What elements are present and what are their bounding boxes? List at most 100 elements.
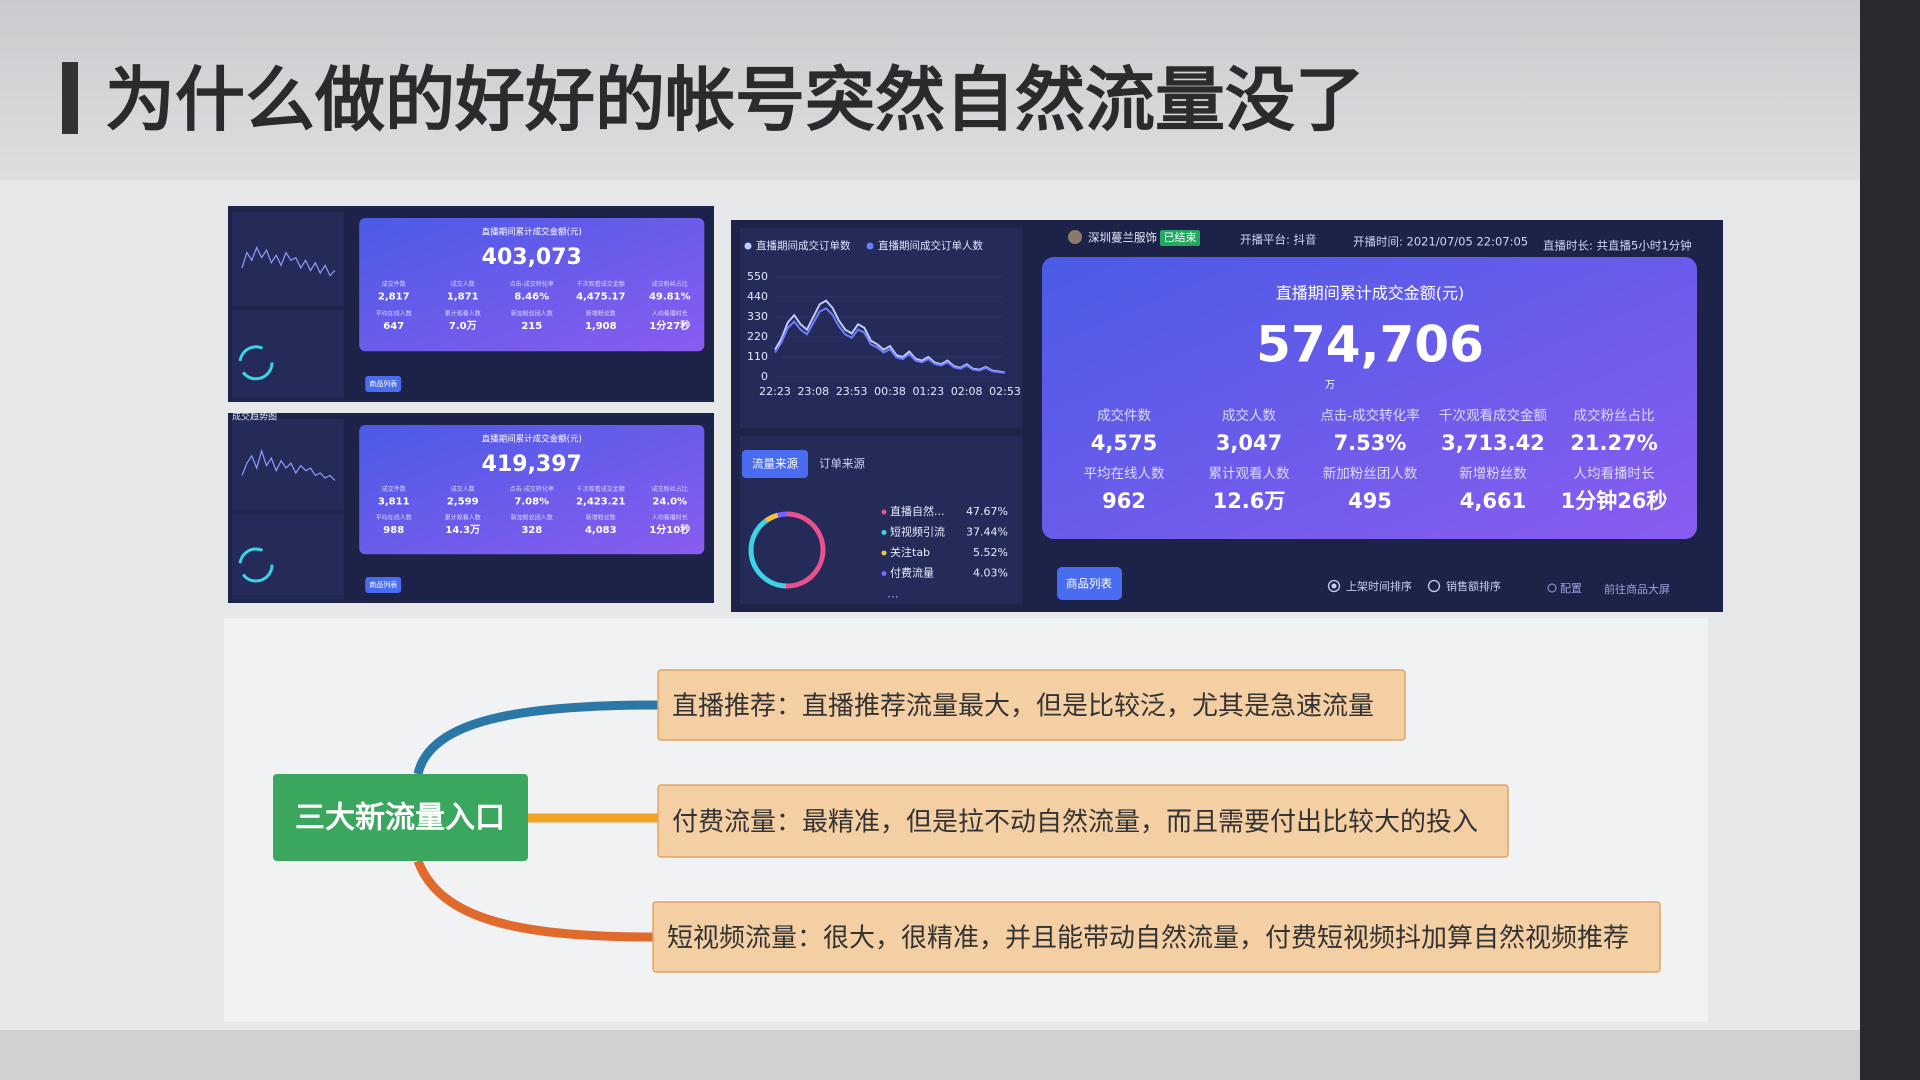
mini-line — [241, 448, 336, 481]
mini-metric-label: 成交人数 — [451, 280, 475, 288]
mini-title: 成交趋势图 — [232, 411, 277, 423]
button-label: 商品列表 — [1066, 577, 1112, 591]
metric-value: 3,713.42 — [1441, 431, 1545, 455]
avatar — [1068, 230, 1082, 244]
mini-metric-label: 新增粉丝数 — [586, 514, 616, 522]
branch-box — [657, 669, 1406, 741]
chart-panel — [740, 228, 1022, 428]
mini-metric-value: 4,083 — [585, 525, 617, 536]
mini-metric-label: 平均在线人数 — [376, 309, 412, 317]
start-time: 开播时间: 2021/07/05 22:07:05 — [1353, 235, 1528, 249]
metric-value: 962 — [1102, 489, 1146, 513]
mini-metric-value: 2,817 — [378, 292, 410, 303]
config-link: 配置 — [1560, 582, 1582, 595]
legend-dot — [881, 550, 887, 556]
mini-button[interactable] — [365, 376, 402, 392]
source-value: 47.67% — [966, 505, 1008, 518]
list-button[interactable] — [1057, 567, 1122, 600]
line-series — [774, 307, 1006, 374]
radio[interactable] — [1427, 579, 1441, 593]
root-text: 三大新流量入口 — [295, 801, 505, 836]
radio-dot — [1331, 583, 1337, 589]
mini-metric-value: 1分10秒 — [649, 523, 690, 536]
metric-value: 4,575 — [1091, 431, 1157, 455]
mini-metric-label: 新加粉丝团人数 — [511, 514, 553, 522]
mini-metric-value: 4,475.17 — [576, 292, 625, 303]
donut-segment — [748, 511, 826, 589]
line-series — [774, 299, 1006, 374]
mini-line — [241, 246, 336, 277]
mini-card — [359, 425, 705, 555]
mini-metric-value: 7.0万 — [449, 320, 477, 332]
metric-value: 3,047 — [1216, 431, 1282, 455]
mini-metric-label: 平均在线人数 — [376, 514, 412, 522]
metric-label: 千次观看成交金额 — [1439, 407, 1547, 424]
mini-total: 403,073 — [482, 245, 582, 270]
mini-metric-value: 24.0% — [652, 497, 687, 508]
mini-metric-value: 328 — [521, 525, 542, 536]
branch-text: 直播推荐：直播推荐流量最大，但是比较泛，尤其是急速流量 — [672, 692, 1374, 722]
x-tick-label: 00:38 — [874, 385, 906, 398]
sort-option: 销售额排序 — [1446, 579, 1501, 593]
mini-metric-label: 千次观看成交金额 — [577, 280, 625, 288]
mini-donut — [238, 547, 274, 583]
y-tick-label: 0 — [761, 370, 768, 383]
mini-total-label: 直播期间累计成交金额(元) — [482, 227, 582, 238]
source-name: 关注tab — [890, 545, 930, 559]
y-tick-label: 110 — [747, 350, 768, 363]
mini-metric-value: 988 — [383, 525, 404, 536]
metric-label: 点击-成交转化率 — [1320, 407, 1419, 424]
mini-metric-label: 千次观看成交金额 — [577, 485, 625, 493]
mini-metric-label: 人均看播时长 — [652, 514, 688, 522]
metric-value: 12.6万 — [1213, 489, 1286, 513]
slide-title: 为什么做的好好的帐号突然自然流量没了 — [105, 59, 1365, 141]
x-tick-label: 01:23 — [912, 385, 944, 398]
metric-value: 7.53% — [1334, 431, 1407, 455]
x-tick-label: 02:08 — [951, 385, 983, 398]
source-value: 4.03% — [973, 567, 1008, 580]
mini-side-panel — [232, 513, 344, 600]
metric-value: 4,661 — [1460, 489, 1526, 513]
metric-value: 1分钟26秒 — [1561, 489, 1668, 513]
radio[interactable] — [1327, 579, 1341, 593]
duration: 直播时长: 共直播5小时1分钟 — [1543, 239, 1692, 253]
mini-side-panel — [232, 309, 344, 399]
mini-button[interactable] — [365, 577, 402, 593]
x-tick-label: 22:23 — [759, 385, 791, 398]
mini-metric-label: 成交粉丝占比 — [652, 280, 688, 288]
source-value: 37.44% — [966, 526, 1008, 539]
mini-total: 419,397 — [482, 452, 582, 477]
tab-label: 订单来源 — [819, 457, 865, 471]
legend-label: 直播期间成交订单人数 — [878, 239, 983, 252]
legend-label: 直播期间成交订单数 — [756, 239, 851, 252]
legend-dot — [744, 242, 752, 250]
screen-link: 前往商品大屏 — [1604, 582, 1670, 596]
branch-box — [657, 784, 1509, 858]
mini-metric-value: 215 — [521, 321, 542, 332]
y-tick-label: 330 — [747, 310, 768, 323]
slide-bottom — [0, 1030, 1860, 1080]
metric-label: 成交人数 — [1222, 407, 1276, 424]
metric-label: 成交粉丝占比 — [1574, 407, 1655, 424]
more-indicator: ... — [887, 587, 898, 601]
metric-label: 累计观看人数 — [1209, 466, 1290, 482]
branch-text: 付费流量：最精准，但是拉不动自然流量，而且需要付出比较大的投入 — [672, 808, 1478, 838]
y-tick-label: 220 — [747, 330, 768, 343]
mini-metric-label: 成交件数 — [382, 485, 406, 493]
x-tick-label: 02:53 — [989, 385, 1021, 398]
root-box — [273, 774, 528, 861]
y-tick-label: 550 — [747, 270, 768, 283]
status-badge — [1160, 230, 1200, 246]
x-tick-label: 23:08 — [797, 385, 829, 398]
mini-metric-label: 成交人数 — [451, 485, 475, 493]
legend-dot — [866, 242, 874, 250]
mini-metric-value: 647 — [383, 321, 404, 332]
tab-active[interactable] — [742, 450, 808, 478]
header-band — [0, 0, 1860, 180]
metric-label: 平均在线人数 — [1084, 466, 1165, 482]
mini-metric-value: 8.46% — [514, 292, 549, 303]
donut-segment — [748, 511, 826, 589]
mini-donut — [238, 345, 274, 381]
mini-metric-value: 1分27秒 — [649, 319, 690, 332]
